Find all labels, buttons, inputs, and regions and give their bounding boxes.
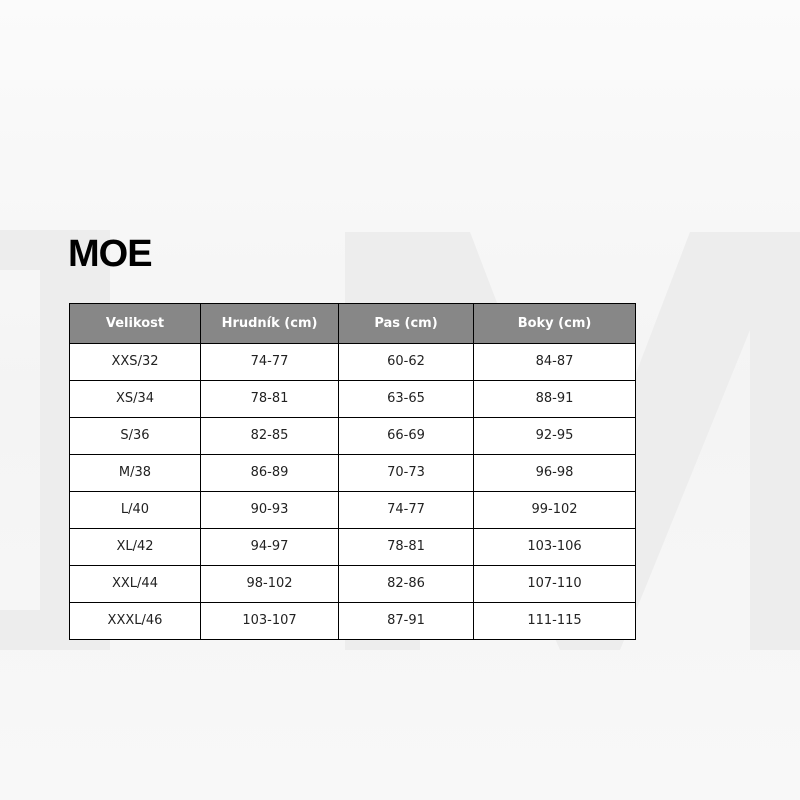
page-title: MOE: [68, 233, 153, 275]
table-cell: 107-110: [473, 565, 636, 603]
table-cell: 103-107: [200, 602, 339, 640]
table-cell: 74-77: [338, 491, 474, 529]
table-cell: 90-93: [200, 491, 339, 529]
table-cell: M/38: [69, 454, 201, 492]
table-cell: 84-87: [473, 343, 636, 381]
table-cell: 78-81: [338, 528, 474, 566]
table-cell: 70-73: [338, 454, 474, 492]
table-cell: XL/42: [69, 528, 201, 566]
table-cell: L/40: [69, 491, 201, 529]
table-row: L/40 90-93 74-77 99-102: [69, 491, 636, 529]
table-row: XXS/32 74-77 60-62 84-87: [69, 343, 636, 381]
table-cell: 96-98: [473, 454, 636, 492]
table-cell: 66-69: [338, 417, 474, 455]
table-cell: 92-95: [473, 417, 636, 455]
table-row: M/38 86-89 70-73 96-98: [69, 454, 636, 492]
table-row: S/36 82-85 66-69 92-95: [69, 417, 636, 455]
table-cell: 86-89: [200, 454, 339, 492]
header-cell: Pas (cm): [338, 303, 474, 344]
table-cell: 94-97: [200, 528, 339, 566]
table-cell: XS/34: [69, 380, 201, 418]
size-table: Velikost Hrudník (cm) Pas (cm) Boky (cm)…: [69, 303, 636, 640]
table-cell: 82-86: [338, 565, 474, 603]
table-header-row: Velikost Hrudník (cm) Pas (cm) Boky (cm): [69, 303, 636, 344]
table-cell: 63-65: [338, 380, 474, 418]
table-cell: 74-77: [200, 343, 339, 381]
header-cell: Boky (cm): [473, 303, 636, 344]
table-cell: XXL/44: [69, 565, 201, 603]
table-row: XXXL/46 103-107 87-91 111-115: [69, 602, 636, 640]
table-cell: 98-102: [200, 565, 339, 603]
table-cell: S/36: [69, 417, 201, 455]
table-row: XL/42 94-97 78-81 103-106: [69, 528, 636, 566]
table-cell: 87-91: [338, 602, 474, 640]
table-cell: 99-102: [473, 491, 636, 529]
table-cell: 88-91: [473, 380, 636, 418]
table-row: XXL/44 98-102 82-86 107-110: [69, 565, 636, 603]
table-cell: XXXL/46: [69, 602, 201, 640]
header-cell: Hrudník (cm): [200, 303, 339, 344]
table-cell: 111-115: [473, 602, 636, 640]
table-row: XS/34 78-81 63-65 88-91: [69, 380, 636, 418]
table-cell: 82-85: [200, 417, 339, 455]
header-cell: Velikost: [69, 303, 201, 344]
table-cell: 78-81: [200, 380, 339, 418]
table-cell: XXS/32: [69, 343, 201, 381]
table-cell: 60-62: [338, 343, 474, 381]
table-cell: 103-106: [473, 528, 636, 566]
